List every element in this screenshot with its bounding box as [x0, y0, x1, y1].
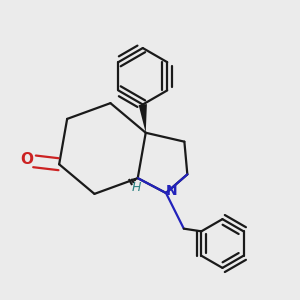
Text: H: H	[132, 181, 141, 194]
Text: N: N	[166, 184, 177, 198]
Polygon shape	[139, 104, 147, 133]
Text: O: O	[20, 152, 33, 167]
